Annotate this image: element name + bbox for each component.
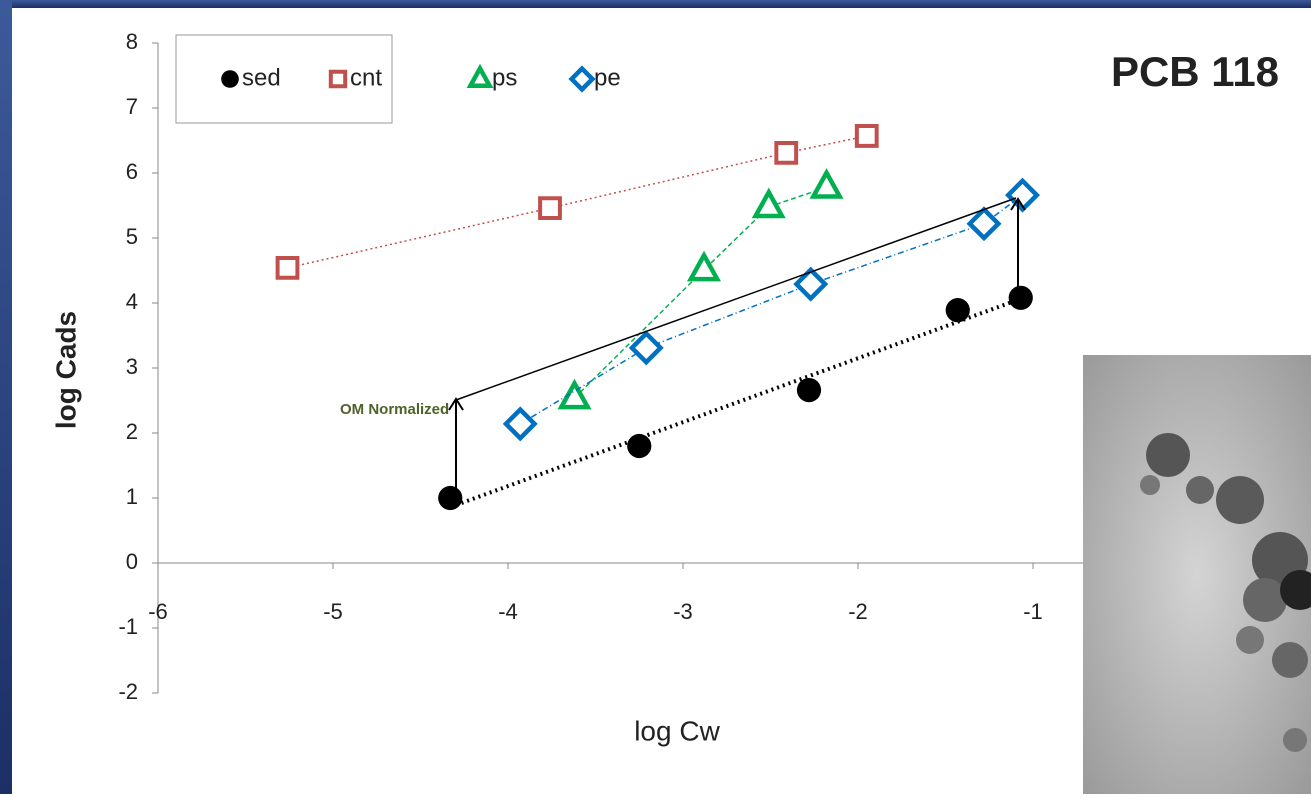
- legend-label: sed: [242, 64, 281, 91]
- y-tick-label: -2: [118, 679, 138, 704]
- annotation: OM Normalized: [340, 401, 449, 418]
- legend-label: pe: [594, 64, 621, 91]
- y-axis-label: log Cads: [50, 311, 81, 429]
- x-tick-label: -6: [148, 599, 168, 624]
- y-tick-label: 0: [126, 549, 138, 574]
- x-tick-label: -4: [498, 599, 518, 624]
- y-tick-label: 8: [126, 29, 138, 54]
- y-tick-label: 5: [126, 224, 138, 249]
- y-tick-label: 7: [126, 94, 138, 119]
- legend-label: cnt: [350, 64, 382, 91]
- point: [438, 486, 462, 510]
- legend-label: ps: [492, 64, 517, 91]
- point: [776, 143, 796, 163]
- y-tick-label: -1: [118, 614, 138, 639]
- y-tick-label: 1: [126, 484, 138, 509]
- y-tick-label: 6: [126, 159, 138, 184]
- left-border: [0, 0, 12, 794]
- point: [221, 70, 239, 88]
- point: [1009, 286, 1033, 310]
- top-border: [0, 0, 1311, 8]
- x-tick-label: -5: [323, 599, 343, 624]
- x-tick-label: -2: [848, 599, 868, 624]
- y-tick-label: 2: [126, 419, 138, 444]
- chart-title: PCB 118: [1111, 48, 1279, 95]
- point: [278, 258, 298, 278]
- point: [331, 72, 345, 86]
- point: [540, 198, 560, 218]
- point: [857, 126, 877, 146]
- point: [627, 434, 651, 458]
- point: [946, 298, 970, 322]
- point: [797, 378, 821, 402]
- y-tick-label: 4: [126, 289, 138, 314]
- page: -2 -1 0 1 2 3 4 5 6 7 8 -6 -5 -4 -3 -2 -1 sed cnt ps pe OM …: [0, 0, 1311, 794]
- slide: -2 -1 0 1 2 3 4 5 6 7 8 -6 -5 -4 -3 -2 -1 sed cnt ps pe OM …: [0, 0, 1311, 794]
- y-tick-label: 3: [126, 354, 138, 379]
- photo: [1083, 355, 1311, 794]
- x-tick-label: -1: [1023, 599, 1043, 624]
- x-tick-label: -3: [673, 599, 693, 624]
- x-axis-label: log Cw: [634, 715, 720, 746]
